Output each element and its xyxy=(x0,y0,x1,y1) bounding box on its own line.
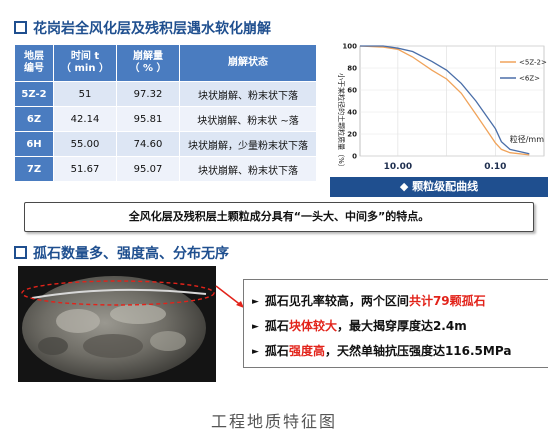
cell-state: 块状崩解、粉末状下落 xyxy=(179,156,317,182)
grading-curve-chart: 小于某粒径的土颗粒质量（%） 0 20 40 60 80 100 10.00 0.10 <5… xyxy=(337,43,547,173)
chart-y-axis-label: 小于某粒径的土颗粒质量（%） xyxy=(337,73,346,171)
cell-code: 6H xyxy=(14,131,54,157)
section-title-text: 孤石数量多、强度高、分布无序 xyxy=(33,246,229,262)
figure-caption: 工程地质特征图 xyxy=(210,412,337,431)
triangle-bullet-icon: ► xyxy=(252,297,259,307)
finding-item-1: ► 孤石见孔率较高，两个区间共计79颗孤石 xyxy=(252,294,486,308)
chart-legend-label: <5Z-2> xyxy=(519,59,547,67)
chart-series-lines xyxy=(359,45,530,156)
chart-y-tick-label: 0 xyxy=(352,153,357,161)
chart-x-ticks: 10.00 0.10 xyxy=(384,162,507,172)
cell-state: 块状崩解、粉末状下落 xyxy=(179,81,317,107)
conclusion-box: 全风化层及残积层土颗粒成分具有“一头大、中间多”的特点。 xyxy=(24,202,534,232)
chart-grid xyxy=(359,45,545,157)
table-row: 6Z 42.14 95.81 块状崩解、粉末状 ~落 xyxy=(14,106,317,132)
boulder-photo-image xyxy=(18,266,216,382)
chart-y-tick-label: 60 xyxy=(347,87,357,95)
section-title-text: 花岗岩全风化层及残积层遇水软化崩解 xyxy=(33,21,271,37)
col-header-time: 时间 t （ min ） xyxy=(53,44,117,82)
finding-item-2: ► 孤石块体较大，最大揭穿厚度达2.4m xyxy=(252,319,467,333)
chart-y-tick-label: 80 xyxy=(347,65,357,73)
cell-code: 6Z xyxy=(14,106,54,132)
boulder-core-photo xyxy=(18,266,216,382)
chart-y-tick-label: 40 xyxy=(347,109,357,117)
disintegration-table: 地层 编号 时间 t （ min ） 崩解量 （ % ） 崩解状态 5Z-2 5… xyxy=(14,44,317,182)
cell-state: 块状崩解、粉末状 ~落 xyxy=(179,106,317,132)
chart-series-line-2 xyxy=(360,45,530,155)
cell-amount: 74.60 xyxy=(116,131,180,157)
pointer-arrow-icon xyxy=(215,285,244,308)
table-row: 7Z 51.67 95.07 块状崩解、粉末状下落 xyxy=(14,156,317,182)
cell-amount: 95.81 xyxy=(116,106,180,132)
cell-time: 51 xyxy=(53,81,117,107)
chart-series-line-1 xyxy=(359,45,530,156)
chart-caption: ◆ 颗粒级配曲线 xyxy=(330,177,548,197)
square-bullet-icon xyxy=(14,21,27,34)
chart-legend: <5Z-2> <6Z> xyxy=(500,59,547,83)
chart-y-tick-label: 100 xyxy=(342,43,357,51)
cell-code: 7Z xyxy=(14,156,54,182)
cell-state: 块状崩解，少量粉末状下落 xyxy=(179,131,317,157)
section-title-boulders: 孤石数量多、强度高、分布无序 xyxy=(14,243,229,263)
chart-x-tick-label: 0.10 xyxy=(484,162,506,172)
col-header-code: 地层 编号 xyxy=(14,44,54,82)
triangle-bullet-icon: ► xyxy=(252,322,259,332)
col-header-state: 崩解状态 xyxy=(179,44,317,82)
cell-amount: 97.32 xyxy=(116,81,180,107)
chart-x-axis-label: 粒径/mm xyxy=(510,134,544,144)
boulder-findings-box: ► 孤石见孔率较高，两个区间共计79颗孤石 ► 孤石块体较大，最大揭穿厚度达2.4m… xyxy=(243,279,548,368)
cell-time: 42.14 xyxy=(53,106,117,132)
triangle-bullet-icon: ► xyxy=(252,347,259,357)
square-bullet-icon xyxy=(14,246,27,259)
chart-y-tick-label: 20 xyxy=(347,131,357,139)
col-header-amount: 崩解量 （ % ） xyxy=(116,44,180,82)
cell-amount: 95.07 xyxy=(116,156,180,182)
cell-time: 51.67 xyxy=(53,156,117,182)
chart-legend-label: <6Z> xyxy=(519,75,540,83)
section-title-disintegration: 花岗岩全风化层及残积层遇水软化崩解 xyxy=(14,18,271,38)
finding-item-3: ► 孤石强度高，天然单轴抗压强度达116.5MPa xyxy=(252,344,512,358)
cell-time: 55.00 xyxy=(53,131,117,157)
cell-code: 5Z-2 xyxy=(14,81,54,107)
table-row: 5Z-2 51 97.32 块状崩解、粉末状下落 xyxy=(14,81,317,107)
conclusion-text: 全风化层及残积层土颗粒成分具有“一头大、中间多”的特点。 xyxy=(128,210,430,223)
chart-x-tick-label: 10.00 xyxy=(384,162,412,172)
table-row: 6H 55.00 74.60 块状崩解，少量粉末状下落 xyxy=(14,131,317,157)
table-header-row: 地层 编号 时间 t （ min ） 崩解量 （ % ） 崩解状态 xyxy=(14,44,317,82)
chart-y-ticks: 0 20 40 60 80 100 xyxy=(342,43,357,161)
